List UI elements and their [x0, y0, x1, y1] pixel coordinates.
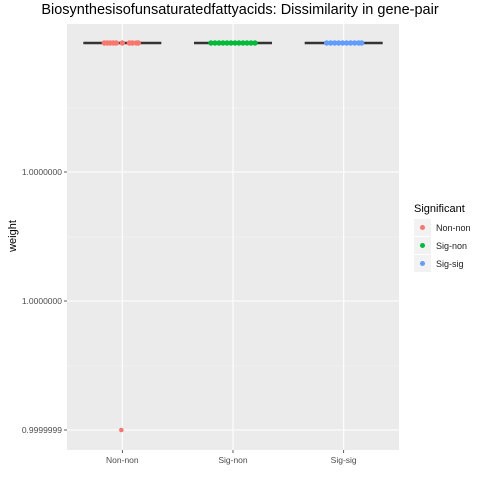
point-sig-non-3 [220, 40, 226, 46]
point-sig-non-7 [236, 40, 242, 46]
point-sig-sig-1 [327, 40, 334, 46]
marks [83, 40, 383, 433]
point-non-non-7 [129, 40, 136, 46]
chart-title: Biosynthesisofunsaturatedfattyacids: Dis… [41, 2, 439, 18]
outlier-non-non-0 [119, 427, 124, 433]
x-tick-label-1: Sig-non [218, 455, 248, 465]
legend-dot-sig-sig [420, 261, 425, 266]
legend-dot-non-non [420, 225, 425, 230]
y-tick-label-0: 1.0000000 [22, 167, 62, 177]
point-sig-sig-9 [358, 40, 365, 46]
y-axis: 1.0000000 1.0000000 0.9999999 [22, 167, 67, 435]
point-sig-non-1 [212, 40, 218, 46]
point-sig-sig-2 [331, 40, 338, 46]
point-sig-non-4 [224, 40, 230, 46]
y-tick-label-1: 1.0000000 [22, 296, 62, 306]
point-sig-non-0 [208, 40, 214, 46]
legend-title: Significant [414, 203, 465, 215]
point-sig-non-5 [228, 40, 234, 46]
legend-label-sig-sig: Sig-sig [436, 258, 464, 269]
legend-item-sig-non: Sig-non [414, 237, 471, 254]
x-tick-label-0: Non-non [106, 455, 139, 465]
point-sig-non-6 [232, 40, 238, 46]
point-sig-sig-7 [351, 40, 358, 46]
point-sig-non-9 [244, 40, 250, 46]
x-tick-label-2: Sig-sig [331, 455, 357, 465]
point-sig-sig-3 [335, 40, 342, 46]
y-tick-label-2: 0.9999999 [22, 425, 62, 435]
point-sig-sig-5 [343, 40, 350, 46]
point-sig-sig-6 [347, 40, 354, 46]
legend: Significant Non-non Sig-non Sig-sig [414, 203, 471, 272]
point-non-non-5 [119, 40, 126, 46]
point-non-non-9 [135, 40, 142, 46]
point-sig-sig-4 [339, 40, 346, 46]
y-axis-label: weight [7, 220, 19, 252]
x-axis: Non-non Sig-non Sig-sig [106, 450, 357, 465]
point-non-non-4 [113, 40, 120, 46]
point-sig-non-10 [248, 40, 254, 46]
legend-label-sig-non: Sig-non [436, 240, 468, 251]
point-sig-sig-0 [323, 40, 330, 46]
legend-item-sig-sig: Sig-sig [414, 255, 471, 272]
grid [67, 24, 399, 450]
point-sig-non-2 [216, 40, 222, 46]
legend-label-non-non: Non-non [436, 222, 471, 233]
legend-item-non-non: Non-non [414, 219, 471, 236]
point-sig-non-8 [240, 40, 246, 46]
point-sig-non-11 [252, 40, 258, 46]
legend-dot-sig-non [420, 243, 425, 248]
